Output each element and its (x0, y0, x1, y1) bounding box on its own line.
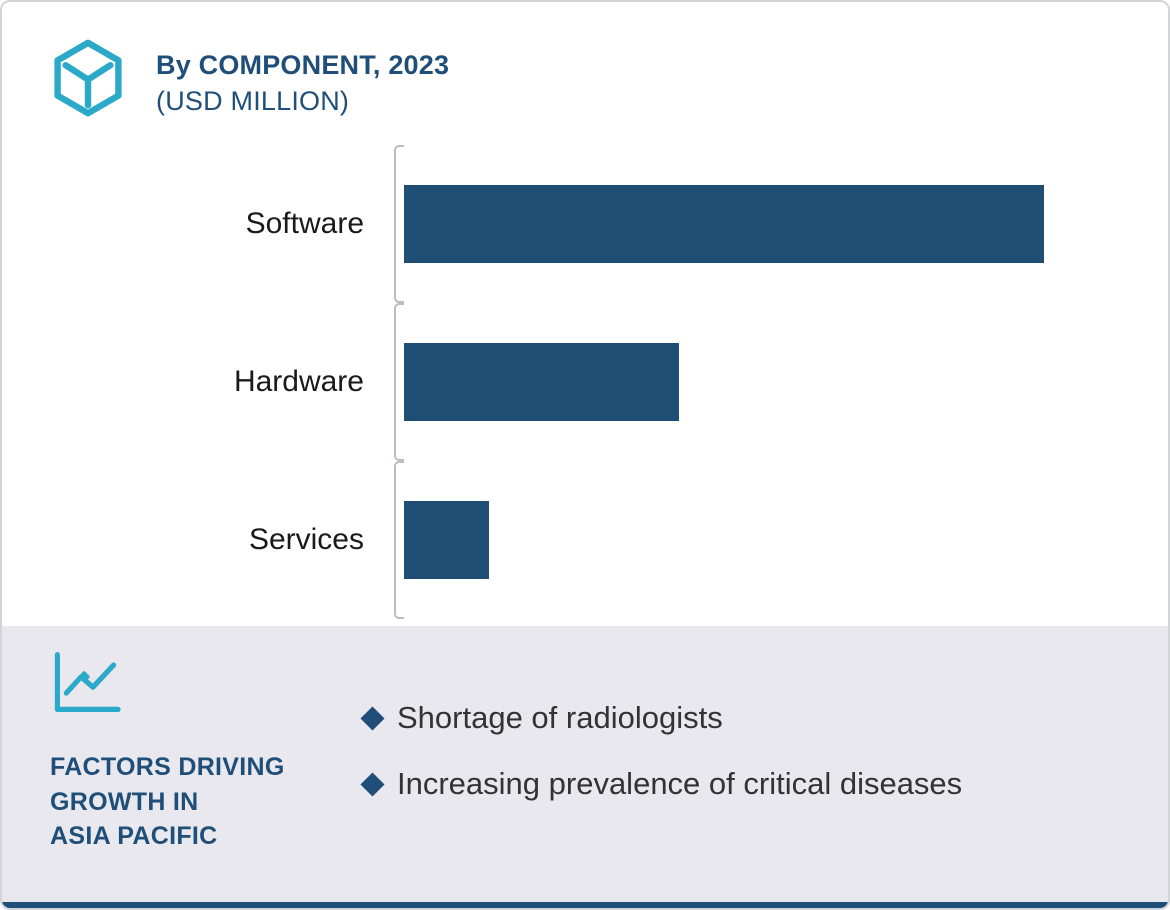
axis-bracket (394, 303, 404, 462)
growth-factor-text: Shortage of radiologists (397, 700, 723, 735)
bar-services (404, 501, 489, 580)
factors-heading-line: FACTORS DRIVING (50, 753, 285, 781)
bar-track (404, 303, 1168, 461)
hexagon-logo-icon (48, 38, 128, 118)
diamond-bullet-icon (360, 771, 385, 797)
axis-bracket (394, 145, 404, 304)
chart-row-software: Software (2, 145, 1168, 304)
bar-track (404, 145, 1168, 303)
chart-row-services: Services (2, 461, 1168, 620)
chart-section: By COMPONENT, 2023 (USD MILLION) Softwar… (2, 2, 1168, 626)
diamond-bullet-icon (360, 705, 385, 731)
category-label: Services (248, 523, 364, 557)
chart-row-hardware: Hardware (2, 303, 1168, 462)
growth-factors-left-column: FACTORS DRIVING GROWTH IN ASIA PACIFIC (50, 650, 350, 902)
growth-factor-text: Increasing prevalence of critical diseas… (397, 766, 963, 801)
growth-factors-section: FACTORS DRIVING GROWTH IN ASIA PACIFIC Sho… (2, 626, 1168, 902)
bar-hardware (404, 343, 679, 422)
growth-factors-list: Shortage of radiologists Increasing preva… (360, 650, 1128, 902)
line-chart-icon (50, 650, 350, 714)
axis-bracket (394, 461, 404, 620)
bar-track (404, 461, 1168, 619)
growth-factor-item: Shortage of radiologists (360, 700, 1128, 736)
bar-chart: Software Hardware Services (2, 145, 1168, 620)
growth-factor-item: Increasing prevalence of critical diseas… (360, 766, 1128, 802)
factors-heading-line: ASIA PACIFIC (50, 822, 218, 850)
factors-heading-line: GROWTH IN (50, 787, 199, 816)
chart-subtitle: (USD MILLION) (156, 85, 350, 116)
chart-title: By COMPONENT, 2023 (156, 50, 450, 80)
category-label: Hardware (233, 365, 364, 399)
bottom-accent-bar (2, 902, 1168, 908)
chart-title-block: By COMPONENT, 2023 (USD MILLION) (156, 38, 449, 119)
bar-software (404, 185, 1044, 264)
chart-header: By COMPONENT, 2023 (USD MILLION) (2, 2, 1168, 119)
factors-heading: FACTORS DRIVING GROWTH IN ASIA PACIFIC (50, 750, 350, 854)
category-label: Software (245, 207, 364, 241)
